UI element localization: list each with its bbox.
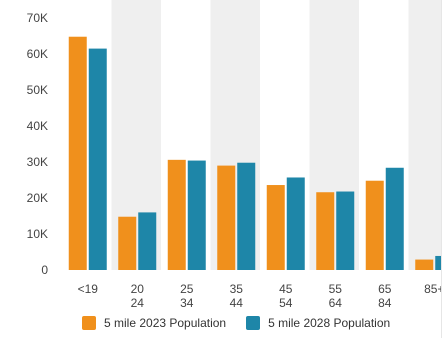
legend-label-2023: 5 mile 2023 Population (104, 316, 227, 330)
y-tick-label: 20K (27, 191, 48, 205)
bar-2028[interactable] (187, 160, 206, 270)
x-tick-label: 25 34 (180, 282, 194, 310)
y-tick-label: 0 (41, 263, 48, 277)
legend-swatch-2023 (82, 316, 96, 330)
y-tick-label: 30K (27, 155, 48, 169)
bar-2028[interactable] (138, 212, 157, 270)
category-band (408, 0, 442, 270)
legend-item-2023[interactable]: 5 mile 2023 Population (82, 316, 226, 330)
x-tick-label: 35 44 (230, 282, 244, 310)
x-tick-label: 45 54 (279, 282, 293, 310)
bar-2023[interactable] (167, 159, 186, 270)
bar-2023[interactable] (266, 185, 285, 270)
legend-label-2028: 5 mile 2028 Population (268, 316, 391, 330)
x-tick-label: 20 24 (131, 282, 145, 310)
bar-2028[interactable] (286, 177, 305, 270)
bar-2023[interactable] (118, 216, 137, 270)
bar-2028[interactable] (336, 191, 355, 270)
y-tick-label: 10K (27, 227, 48, 241)
x-tick-label: 55 64 (329, 282, 343, 310)
bar-2028[interactable] (237, 162, 256, 270)
chart-legend: 5 mile 2023 Population 5 mile 2028 Popul… (82, 316, 410, 330)
legend-swatch-2028 (246, 316, 261, 330)
bar-2028[interactable] (385, 167, 404, 270)
legend-item-2028[interactable]: 5 mile 2028 Population (246, 316, 390, 330)
y-tick-label: 70K (27, 11, 48, 25)
x-tick-label: 65 84 (378, 282, 392, 310)
bar-2028[interactable] (435, 255, 442, 270)
bar-2023[interactable] (415, 259, 434, 270)
bar-2023[interactable] (217, 165, 236, 270)
bar-2023[interactable] (316, 192, 335, 270)
bar-2028[interactable] (88, 48, 107, 270)
x-tick-label: <19 (78, 282, 99, 296)
x-tick-label: 85+ (424, 282, 442, 296)
bar-2023[interactable] (365, 180, 384, 270)
y-tick-label: 60K (27, 47, 48, 61)
y-tick-label: 50K (27, 83, 48, 97)
y-tick-label: 40K (27, 119, 48, 133)
bar-2023[interactable] (68, 36, 87, 270)
